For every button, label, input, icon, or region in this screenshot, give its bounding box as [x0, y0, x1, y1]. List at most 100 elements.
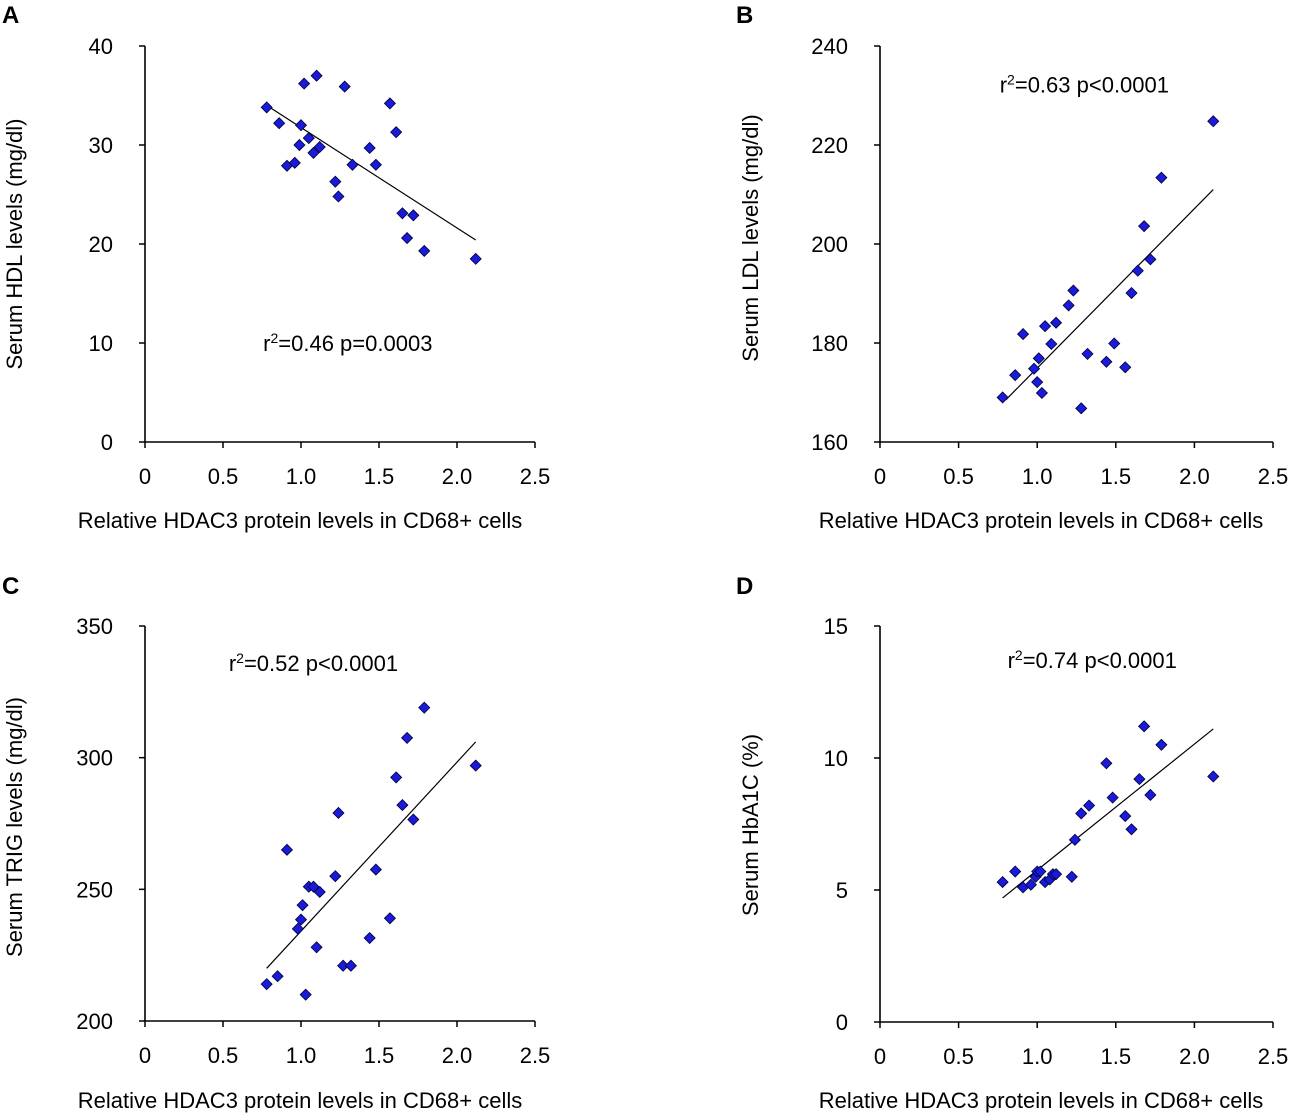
data-point — [996, 876, 1009, 889]
data-point — [1065, 870, 1078, 883]
x-tick-label: 1.5 — [364, 464, 395, 489]
data-point — [383, 97, 396, 110]
x-tick-label: 1.0 — [286, 464, 317, 489]
data-point — [1027, 362, 1041, 375]
y-axis-title: Serum HDL levels (mg/dl) — [2, 118, 27, 369]
data-point — [469, 759, 482, 772]
data-point — [1083, 799, 1096, 812]
data-point — [401, 231, 414, 245]
scatter-plot: 0 10 20 30 40 0 0.5 1.0 1.5 2.0 2.5 Relative HDAC3 … — [2, 34, 551, 533]
trend-line — [1005, 189, 1214, 401]
data-point — [1155, 171, 1168, 184]
data-point — [313, 140, 326, 154]
x-tick-label: 2.0 — [1179, 1044, 1210, 1069]
x-axis-title: Relative HDAC3 protein levels in CD68+ c… — [819, 508, 1263, 533]
x-tick-label: 0.5 — [208, 464, 239, 489]
x-axis-title: Relative HDAC3 protein levels in CD68+ c… — [819, 1088, 1263, 1113]
chart-panel-c: C 200 250 300 350 0 0.5 1.0 1.5 2.0 2.5 Relative H… — [0, 557, 650, 1115]
data-point — [260, 101, 273, 114]
data-point — [418, 701, 431, 714]
data-point — [1155, 738, 1168, 751]
data-point — [1009, 865, 1022, 878]
data-point — [1032, 352, 1045, 365]
data-point — [1049, 868, 1063, 881]
panel-label: D — [736, 573, 754, 600]
data-point — [1125, 286, 1138, 300]
data-point — [1144, 253, 1157, 266]
data-point — [329, 175, 342, 188]
x-tick-label: 0 — [874, 1044, 886, 1069]
data-point — [293, 138, 306, 152]
data-point — [1062, 299, 1075, 312]
x-tick-label: 0.5 — [943, 464, 974, 489]
data-point — [280, 843, 294, 856]
data-point — [1106, 791, 1119, 804]
data-point — [418, 244, 431, 257]
stats-annotation: r2=0.46 p=0.0003 — [263, 330, 432, 356]
stats-annotation: r2=0.52 p<0.0001 — [229, 650, 398, 676]
y-tick-label: 250 — [76, 877, 113, 902]
data-point — [344, 959, 357, 972]
x-tick-label: 0.5 — [943, 1044, 974, 1069]
data-point — [1100, 757, 1113, 770]
chart-panel-b: B 160 180 200 220 240 0 0.5 1.0 1.5 2.0 2.5 Relativ… — [649, 0, 1299, 557]
data-point — [383, 912, 396, 925]
x-tick-label: 1.0 — [1022, 1044, 1053, 1069]
data-point — [332, 190, 345, 203]
x-tick-label: 2.5 — [1258, 1044, 1289, 1069]
data-point — [1049, 316, 1063, 329]
data-point — [407, 813, 420, 826]
data-point — [1031, 376, 1044, 389]
data-point — [1067, 284, 1080, 297]
data-point — [260, 978, 273, 991]
y-tick-label: 180 — [811, 331, 848, 356]
data-point — [1133, 773, 1146, 786]
x-tick-label: 2.5 — [1258, 464, 1289, 489]
y-tick-label: 0 — [101, 430, 113, 455]
data-point — [1068, 833, 1081, 846]
y-tick-label: 200 — [76, 1009, 113, 1034]
data-point — [310, 941, 323, 954]
data-point — [396, 207, 409, 220]
data-point — [1207, 115, 1220, 128]
x-tick-label: 0 — [139, 1043, 151, 1068]
data-point — [401, 731, 414, 744]
y-tick-label: 300 — [76, 746, 113, 771]
y-axis-title: Serum LDL levels (mg/dl) — [738, 114, 763, 361]
x-tick-label: 2.0 — [442, 464, 473, 489]
data-point — [296, 899, 309, 912]
data-point — [1016, 328, 1030, 341]
data-point — [390, 771, 403, 784]
data-point — [1108, 337, 1121, 350]
data-point — [1075, 402, 1088, 415]
scatter-plot: 200 250 300 350 0 0.5 1.0 1.5 2.0 2.5 Relative HDA… — [2, 614, 550, 1113]
data-point — [396, 799, 409, 812]
data-point — [1138, 720, 1151, 733]
data-point — [369, 158, 382, 171]
data-point — [1119, 361, 1132, 374]
data-point — [332, 806, 345, 820]
x-tick-label: 1.5 — [1101, 464, 1132, 489]
y-tick-label: 350 — [76, 614, 113, 639]
data-point — [299, 988, 312, 1001]
panel-label: B — [736, 2, 754, 29]
data-point — [310, 69, 323, 82]
x-tick-label: 1.5 — [364, 1043, 395, 1068]
data-point — [363, 141, 376, 155]
data-point — [1009, 369, 1022, 382]
chart-panel-a: A 0 10 20 30 40 0 0.5 1.0 1.5 2.0 2.5 Relative HDAC… — [0, 0, 650, 557]
y-tick-label: 10 — [824, 746, 848, 771]
x-tick-label: 2.0 — [1179, 464, 1210, 489]
data-point — [313, 885, 326, 899]
panel-label: A — [2, 2, 20, 29]
x-tick-label: 1.0 — [1022, 464, 1053, 489]
y-tick-label: 0 — [836, 1010, 848, 1035]
x-tick-label: 2.5 — [520, 464, 551, 489]
data-point — [1024, 878, 1037, 891]
x-axis-title: Relative HDAC3 protein levels in CD68+ c… — [78, 1088, 522, 1113]
x-tick-label: 0 — [139, 464, 151, 489]
x-axis-title: Relative HDAC3 protein levels in CD68+ c… — [78, 508, 522, 533]
x-tick-label: 1.0 — [286, 1043, 317, 1068]
data-point — [294, 913, 308, 926]
data-point — [1081, 347, 1094, 360]
